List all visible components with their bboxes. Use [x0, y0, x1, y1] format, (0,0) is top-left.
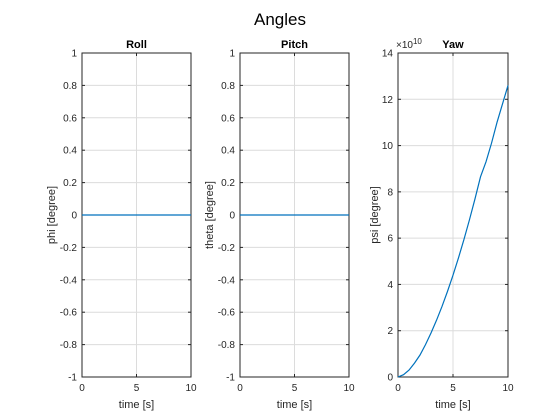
- y-tick-label: 4: [387, 280, 393, 291]
- y-tick-label: -0.4: [218, 275, 236, 286]
- y-tick-label: 0.4: [63, 146, 77, 157]
- y-tick-label: 12: [382, 95, 394, 106]
- series-line-yaw: [397, 85, 509, 378]
- axes-title-yaw: Yaw: [442, 39, 464, 51]
- y-tick-label: 0.8: [221, 81, 235, 92]
- y-tick-label: 6: [387, 234, 393, 245]
- subplot-roll: 0 5 10 -1 -0.8 -0.6 -0.4 -0.2 0 0.2 0.4 0.6 0.8 1 Roll…: [46, 39, 197, 411]
- y-tick-label: 14: [382, 49, 394, 60]
- y-tick-label: 0: [71, 211, 77, 222]
- y-tick-label: 0.4: [221, 146, 235, 157]
- x-tick-label: 10: [502, 383, 514, 394]
- y-tick-label: 0.2: [221, 178, 235, 189]
- x-tick-label: 10: [185, 383, 197, 394]
- y-tick-label: -0.8: [218, 340, 236, 351]
- y-tick-label: -0.2: [218, 243, 236, 254]
- subplots: 0 5 10-1-0.8-0.6-0.4-0.200.20.40.60.81Roll…: [46, 37, 514, 411]
- x-axis-label-roll: time [s]: [119, 399, 154, 411]
- y-tick-label: -0.4: [60, 275, 78, 286]
- x-tick-label: 5: [450, 383, 456, 394]
- y-tick-label: 1: [229, 49, 235, 60]
- y-axis-label-roll: phi [degree]: [46, 186, 58, 244]
- y-axis-label-yaw: psi [degree]: [369, 186, 381, 243]
- y-tick-label: 10: [382, 141, 394, 152]
- y-tick-label: -1: [68, 373, 77, 384]
- y-tick-label: 0: [229, 211, 235, 222]
- x-tick-label: 0: [79, 383, 85, 394]
- y-axis-label-pitch: theta [degree]: [204, 181, 216, 249]
- y-tick-label: 2: [387, 326, 393, 337]
- y-tick-label: 1: [71, 49, 77, 60]
- y-exponent-label: ×1010: [396, 37, 422, 51]
- y-tick-label: 0.2: [63, 178, 77, 189]
- y-tick-label: -0.6: [218, 308, 236, 319]
- y-tick-label: -1: [226, 373, 235, 384]
- y-tick-label: 0.6: [221, 113, 235, 124]
- y-tick-label: -0.8: [60, 340, 78, 351]
- y-tick-label: -0.2: [60, 243, 78, 254]
- y-tick-label: 8: [387, 187, 393, 198]
- y-tick-label: 0.6: [63, 113, 77, 124]
- figure-title: Angles: [254, 10, 306, 29]
- y-tick-label: 0.8: [63, 81, 77, 92]
- y-tick-label: -0.6: [60, 308, 78, 319]
- subplot-yaw: 0 5 10 0 2 4 6 8 10 12 14 Yaw time [s] psi [degree] ×1…: [369, 37, 514, 411]
- x-axis-label-pitch: time [s]: [277, 399, 312, 411]
- y-tick-label: 0: [387, 373, 393, 384]
- x-tick-label: 0: [237, 383, 243, 394]
- x-tick-label: 0: [395, 383, 401, 394]
- x-tick-label: 5: [134, 383, 140, 394]
- axes-title-pitch: Pitch: [281, 39, 308, 51]
- axes-title-roll: Roll: [126, 39, 147, 51]
- x-tick-label: 10: [343, 383, 355, 394]
- x-axis-label-yaw: time [s]: [435, 399, 470, 411]
- x-tick-label: 5: [292, 383, 298, 394]
- subplot-pitch: 0 5 10 -1 -0.8 -0.6 -0.4 -0.2 0 0.2 0.4 0.6 0.8 1 Pitc…: [204, 39, 355, 411]
